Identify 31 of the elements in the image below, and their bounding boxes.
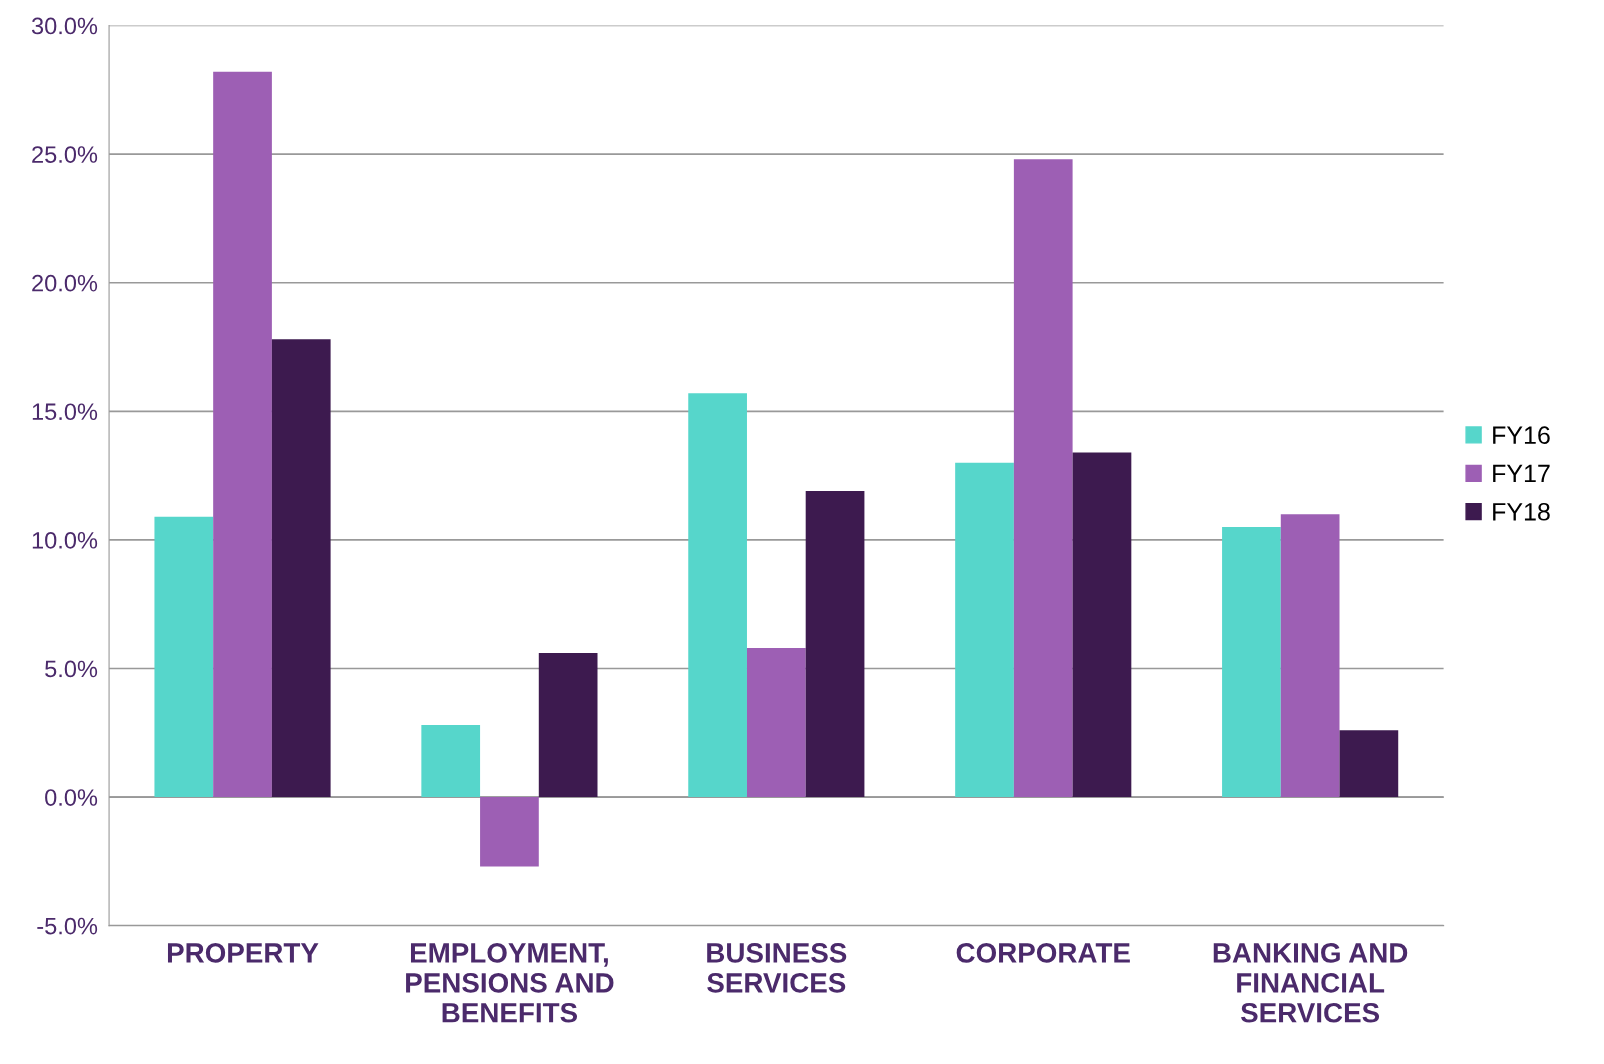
y-tick-label: 5.0%: [45, 660, 98, 678]
y-tick-label: 10.0%: [32, 531, 98, 549]
bar: [421, 725, 481, 798]
bar: [1339, 730, 1399, 798]
bar: [746, 647, 806, 798]
bar: [955, 462, 1014, 798]
bar: [1280, 514, 1340, 798]
y-tick-label: 30.0%: [31, 17, 98, 35]
y-tick-label: -5.0%: [37, 917, 98, 935]
bar: [1072, 452, 1132, 798]
legend-label: FY16: [1493, 426, 1550, 445]
legend-label: FY18: [1493, 502, 1550, 521]
x-tick-label: BANKING AND FINANCIAL SERVICES: [1213, 943, 1408, 1023]
y-tick-label: 0.0%: [45, 789, 98, 806]
y-tick-label: 15.0%: [32, 403, 98, 421]
x-tick-label: EMPLOYMENT, PENSIONS AND BENEFITS: [406, 943, 614, 1023]
bar: [538, 653, 598, 798]
bar: [1222, 527, 1281, 798]
bar: [271, 339, 331, 798]
bar: [154, 516, 214, 798]
bar: [688, 393, 747, 798]
y-tick-label: 20.0%: [32, 274, 98, 292]
bar: [213, 71, 272, 798]
bar: [805, 491, 865, 798]
x-tick-label: BUSINESS SERVICES: [707, 943, 847, 993]
legend-label: FY17: [1493, 464, 1550, 483]
x-tick-label: CORPORATE: [956, 943, 1130, 963]
bar: [1013, 159, 1073, 798]
x-tick-label: PROPERTY: [167, 943, 319, 963]
bar: [480, 797, 539, 867]
y-tick-label: 25.0%: [32, 146, 98, 163]
